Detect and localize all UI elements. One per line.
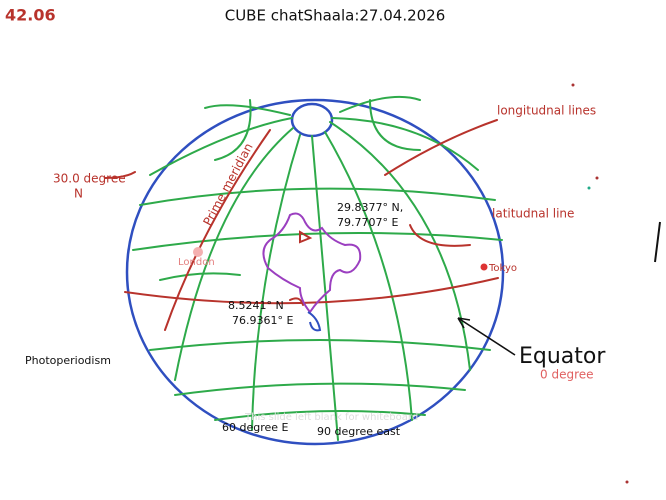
sri-lanka-loop	[307, 311, 322, 332]
dot	[625, 480, 629, 484]
dot	[587, 186, 591, 190]
label: 29.8377° N,	[337, 201, 403, 214]
page-title: CUBE chatShaala:27.04.2026	[225, 7, 446, 25]
label: 76.9361° E	[232, 314, 293, 327]
label: 60 degree E	[222, 421, 289, 434]
page-number: 42.06	[5, 6, 56, 25]
equator-arrow	[457, 317, 516, 356]
grid-lines	[132, 95, 503, 441]
label: 90 degree east	[317, 425, 401, 438]
red-lines	[104, 119, 499, 331]
india-outline	[262, 212, 362, 314]
label: Tokyo	[488, 263, 517, 274]
label: 0 degree	[540, 368, 594, 382]
label: Equator	[519, 344, 606, 369]
slide-note: This slide left blank for whiteboard	[244, 412, 418, 423]
label: 8.5241° N	[228, 299, 284, 312]
label: 30.0 degree	[53, 172, 126, 186]
stray-stroke	[654, 221, 661, 263]
label: longitudnal lines	[497, 104, 596, 118]
label: latitudnal line	[492, 207, 574, 221]
label: N	[74, 187, 83, 201]
tokyo-dot	[480, 263, 488, 271]
label: 79.7707° E	[337, 216, 398, 229]
label: London	[178, 257, 215, 268]
dot	[571, 83, 575, 87]
london-dot	[193, 247, 203, 257]
dot	[595, 176, 599, 180]
label: Photoperiodism	[25, 354, 111, 367]
